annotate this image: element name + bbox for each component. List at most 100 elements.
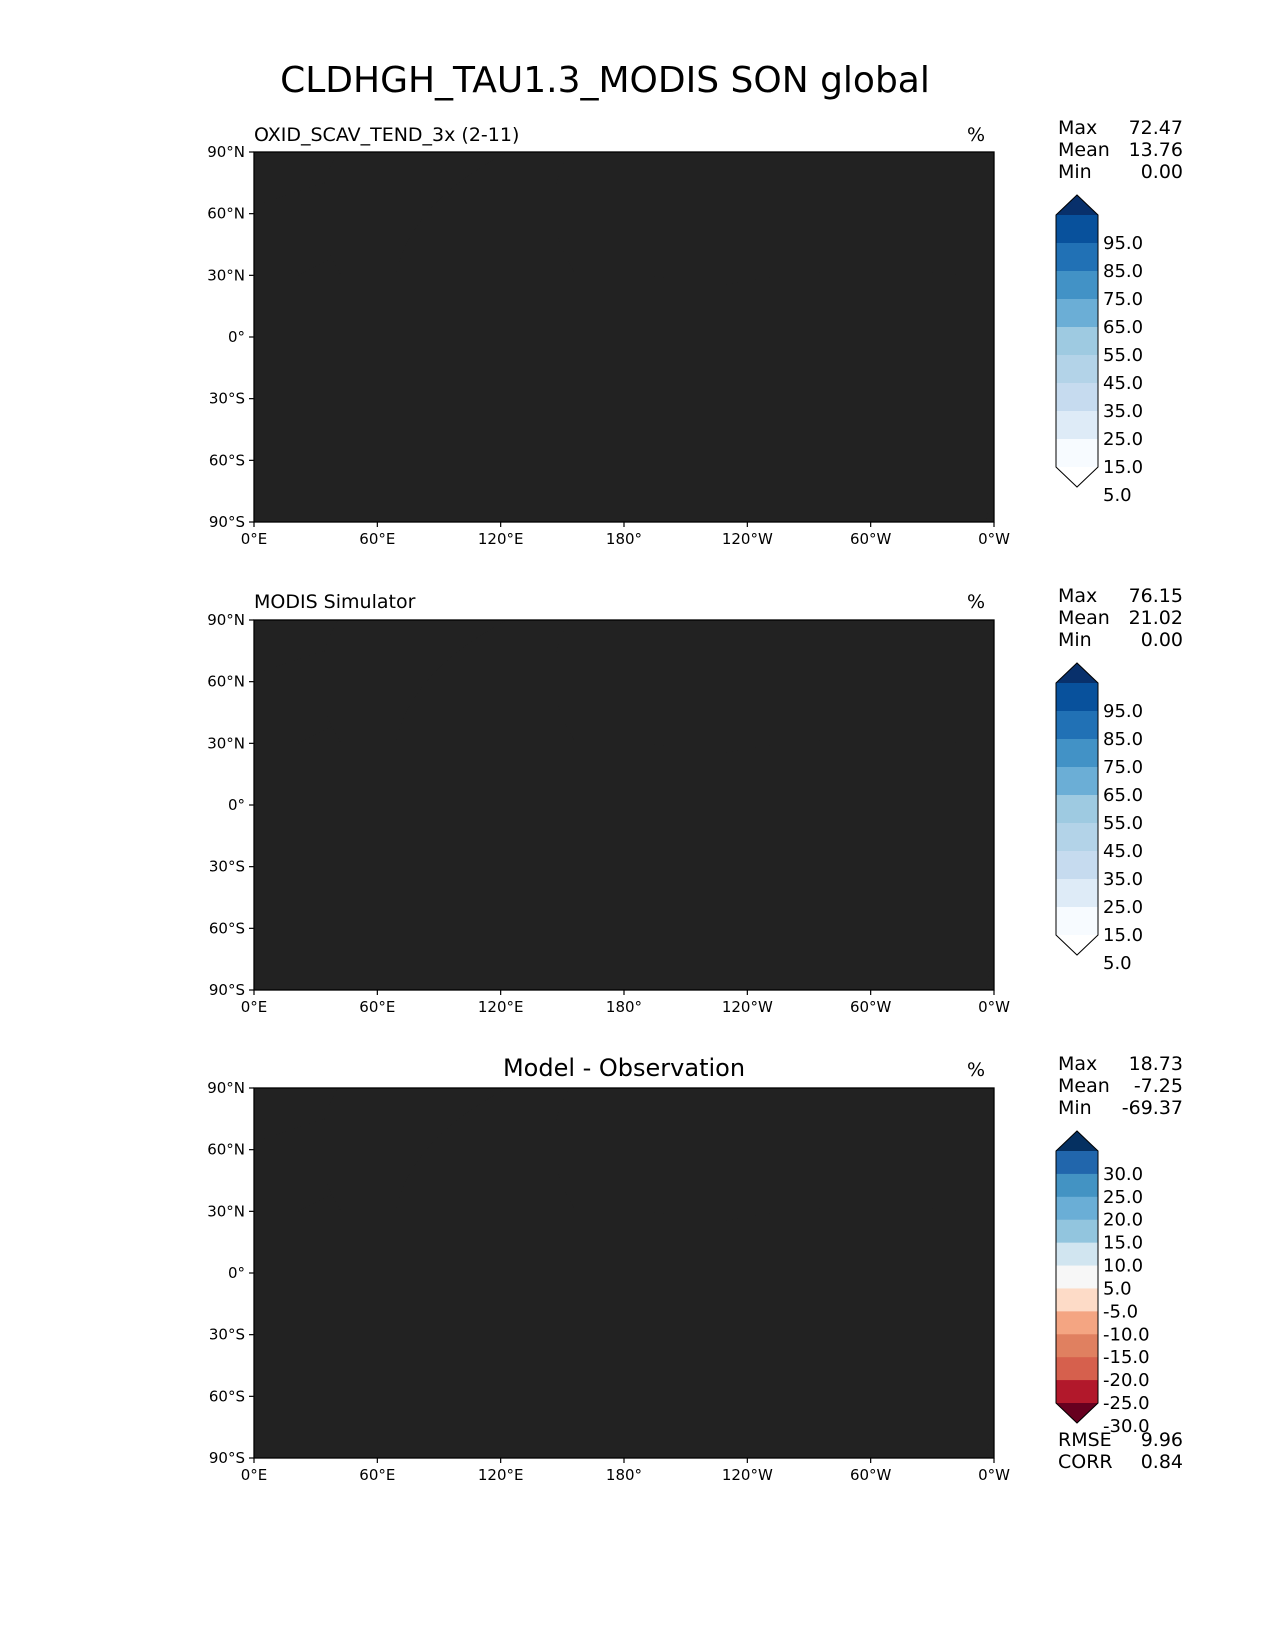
colorbar-segment [1056, 1357, 1098, 1381]
lon-tick-label: 0°W [978, 530, 1010, 548]
colorbar-segment [1056, 1380, 1098, 1404]
panel-title: MODIS Simulator [254, 591, 416, 613]
colorbar-segment [1056, 1151, 1098, 1175]
lat-tick-label: 30°S [209, 390, 245, 408]
colorbar-segment [1056, 711, 1098, 740]
colorbar-segment [1056, 1196, 1098, 1221]
lon-tick-label: 180° [606, 530, 642, 548]
colorbar-segment [1056, 1265, 1098, 1289]
stat-label: Mean [1058, 139, 1110, 161]
lon-tick-label: 60°E [359, 998, 395, 1016]
stat-value: -7.25 [1134, 1075, 1183, 1097]
stat-value: 76.15 [1129, 585, 1183, 607]
colorbar-segment [1056, 243, 1098, 272]
lon-tick-label: 0°W [978, 998, 1010, 1016]
lat-tick-label: 90°S [209, 981, 245, 999]
lat-tick-label: 60°S [209, 919, 245, 937]
colorbar-segment [1056, 299, 1098, 328]
panel-title: OXID_SCAV_TEND_3x (2-11) [254, 124, 519, 146]
colorbar-label: 45.0 [1103, 373, 1143, 394]
colorbar-segment [1056, 851, 1098, 880]
lon-tick-label: 180° [606, 1466, 642, 1484]
lat-tick-label: 30°S [209, 1326, 245, 1344]
colorbar-label: 15.0 [1103, 1233, 1143, 1254]
lat-tick-label: 60°N [207, 1141, 245, 1159]
colorbar-label: 10.0 [1103, 1256, 1143, 1277]
lat-axis: 90°N 60°N 30°N 0° 30°S 60°S 90°S [207, 143, 254, 531]
colorbar-label: 55.0 [1103, 813, 1143, 834]
colorbar-segment [1056, 1334, 1098, 1358]
lon-tick-label: 60°W [850, 1466, 892, 1484]
stat-label: Max [1058, 117, 1097, 139]
lon-axis: 0°E 60°E 120°E 180° 120°W 60°W 0°W [241, 1458, 1010, 1484]
stat-label: Min [1058, 629, 1092, 651]
colorbar-segment [1056, 383, 1098, 412]
lat-tick-label: 0° [228, 796, 245, 814]
units-label: % [967, 591, 985, 613]
stat-value: 0.00 [1141, 629, 1183, 651]
lat-axis: 90°N 60°N 30°N 0° 30°S 60°S 90°S [207, 611, 254, 999]
colorbar-extend-max [1056, 663, 1098, 683]
colorbar-segment [1056, 879, 1098, 908]
lat-tick-label: 90°S [209, 1449, 245, 1467]
lat-tick-label: 90°N [207, 1079, 245, 1097]
colorbar-label: 15.0 [1103, 925, 1143, 946]
colorbar: 95.0 85.0 75.0 65.0 55.0 45.0 35.0 25.0 15.0 5.0 [1055, 194, 1143, 506]
colorbar-outline [1055, 662, 1099, 956]
lat-axis: 90°N 60°N 30°N 0° 30°S 60°S 90°S [207, 1079, 254, 1467]
colorbar-label: 65.0 [1103, 785, 1143, 806]
stat-label: Mean [1058, 1075, 1110, 1097]
panel-test-model: OXID_SCAV_TEND_3x (2-11) % [207, 117, 1183, 548]
colorbar-label: 5.0 [1103, 953, 1132, 974]
colorbar-segment [1056, 1242, 1098, 1267]
lon-tick-label: 120°W [722, 1466, 773, 1484]
colorbar-label: -5.0 [1103, 1301, 1138, 1322]
colorbar-segment [1056, 439, 1098, 468]
lat-tick-label: 60°S [209, 1387, 245, 1405]
stats-block: Max 76.15 Mean 21.02 Min 0.00 [1058, 585, 1183, 651]
colorbar-label: 75.0 [1103, 757, 1143, 778]
colorbar-extend-min [1056, 1403, 1098, 1423]
map-plot [254, 152, 994, 522]
stat-value: 0.00 [1141, 161, 1183, 183]
metric-value: 9.96 [1141, 1429, 1183, 1451]
colorbar-label: 55.0 [1103, 345, 1143, 366]
lon-tick-label: 180° [606, 998, 642, 1016]
stat-value: 18.73 [1129, 1053, 1183, 1075]
figure-title: CLDHGH_TAU1.3_MODIS SON global [280, 60, 930, 101]
colorbar-label: 25.0 [1103, 897, 1143, 918]
colorbar-label: 95.0 [1103, 233, 1143, 254]
colorbar-segment [1056, 1288, 1098, 1312]
colorbar-label: -20.0 [1103, 1370, 1150, 1391]
colorbar-label: 85.0 [1103, 729, 1143, 750]
colorbar-segment [1056, 1219, 1098, 1244]
lon-tick-label: 60°E [359, 530, 395, 548]
lat-tick-label: 60°S [209, 451, 245, 469]
colorbar-outline [1055, 194, 1099, 488]
colorbar-label: 85.0 [1103, 261, 1143, 282]
metrics-block: RMSE 9.96 CORR 0.84 [1058, 1429, 1183, 1473]
lat-tick-label: 90°N [207, 611, 245, 629]
lon-tick-label: 0°W [978, 1466, 1010, 1484]
colorbar-extend-min [1056, 467, 1098, 487]
colorbar-label: 30.0 [1103, 1164, 1143, 1185]
panel-difference: Model - Observation % [207, 1053, 1183, 1484]
metric-value: 0.84 [1141, 1451, 1183, 1473]
map-plot [254, 620, 994, 990]
lon-tick-label: 0°E [241, 998, 268, 1016]
lat-tick-label: 30°N [207, 734, 245, 752]
colorbar-label: 45.0 [1103, 841, 1143, 862]
lon-tick-label: 60°E [359, 1466, 395, 1484]
lat-tick-label: 0° [228, 1264, 245, 1282]
stat-label: Max [1058, 1053, 1097, 1075]
stats-block: Max 18.73 Mean -7.25 Min -69.37 [1058, 1053, 1183, 1119]
colorbar-label: 25.0 [1103, 1187, 1143, 1208]
map-plot [254, 1088, 994, 1458]
lon-tick-label: 120°W [722, 998, 773, 1016]
colorbar-segment [1056, 411, 1098, 440]
lat-tick-label: 30°N [207, 266, 245, 284]
stat-value: 21.02 [1129, 607, 1183, 629]
stats-block: Max 72.47 Mean 13.76 Min 0.00 [1058, 117, 1183, 183]
colorbar-label: -30.0 [1103, 1416, 1150, 1437]
colorbar: 95.0 85.0 75.0 65.0 55.0 45.0 35.0 25.0 15.0 5.0 [1055, 662, 1143, 974]
